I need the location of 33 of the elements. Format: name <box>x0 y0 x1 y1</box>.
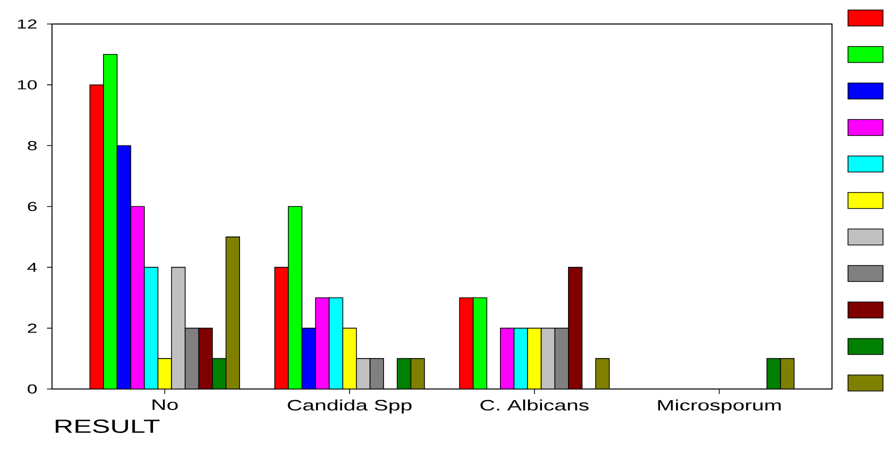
bar <box>514 328 528 389</box>
y-tick-label: 4 <box>27 262 37 272</box>
bar <box>116 145 132 389</box>
bar <box>144 266 158 389</box>
x-tick-label: C. Albicans <box>480 400 589 411</box>
bar <box>410 358 425 389</box>
bar <box>568 266 582 389</box>
bar <box>527 328 542 389</box>
bar <box>396 358 412 389</box>
bar <box>328 297 344 389</box>
bar <box>288 206 302 389</box>
x-tick-label: Microsporum <box>658 400 781 414</box>
bar <box>130 206 145 389</box>
bar <box>342 328 357 389</box>
x-axis-title: RESULT <box>56 420 160 433</box>
bar <box>472 297 488 389</box>
bar <box>595 358 610 389</box>
y-tick-label: 2 <box>28 324 37 333</box>
x-tick-label: No <box>152 400 178 410</box>
y-tick-label: 6 <box>28 202 37 212</box>
bar <box>302 328 316 389</box>
bar <box>103 54 118 389</box>
bar <box>540 328 556 389</box>
bar <box>171 266 186 389</box>
bar <box>315 297 330 389</box>
y-tick-label: 0 <box>28 384 37 394</box>
y-tick-label: 8 <box>28 141 37 150</box>
x-tick-label: Candida Spp <box>288 400 412 414</box>
y-tick-label: 10 <box>18 80 37 90</box>
bar <box>198 328 213 389</box>
y-tick-label: 12 <box>18 19 37 29</box>
bar <box>226 236 240 389</box>
bar <box>500 328 514 389</box>
